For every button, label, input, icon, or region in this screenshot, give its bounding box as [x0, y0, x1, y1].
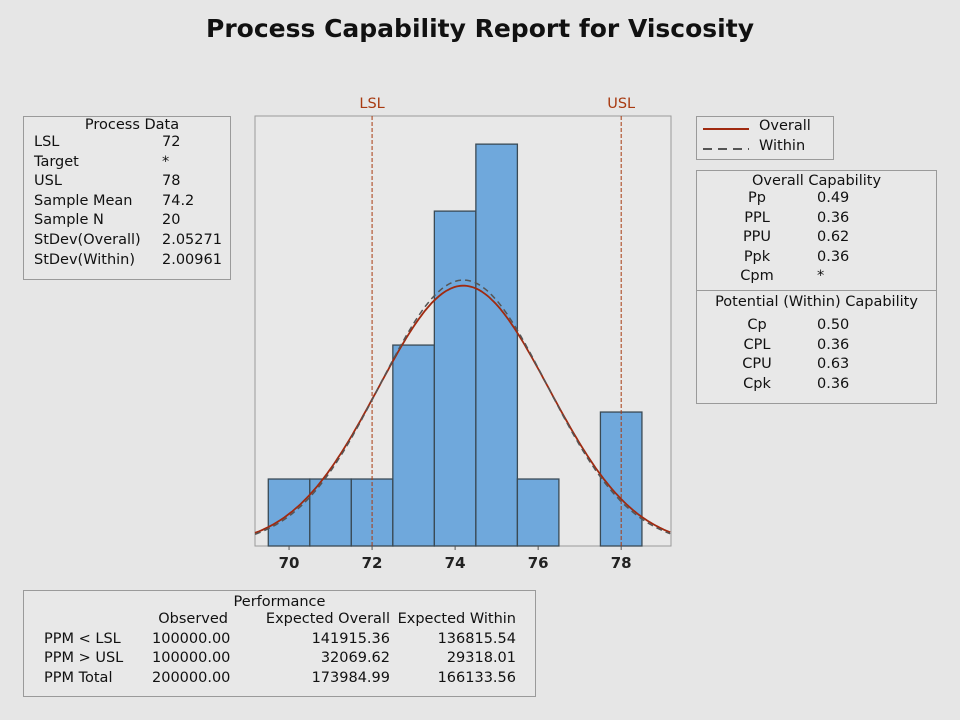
within-capability-header: Potential (Within) Capability [715, 293, 918, 310]
table-cell: StDev(Overall) [34, 231, 141, 248]
legend-overall: Overall [759, 118, 811, 134]
divider [697, 289, 936, 291]
table-cell: 100000.00 [152, 650, 231, 667]
table-row: PPM < LSL 100000.00 141915.36 136815.54 [24, 630, 535, 650]
table-cell: PPM > USL [44, 650, 124, 667]
table-cell: 0.36 [817, 336, 850, 353]
table-row: CPU 0.63 [697, 355, 936, 375]
column-header: Expected Within [397, 611, 516, 627]
table-row: Cp 0.50 [697, 316, 936, 336]
column-header: Observed [158, 611, 228, 627]
table-row: Target * [34, 153, 230, 173]
histogram-bar [433, 210, 477, 547]
table-cell: Target [34, 153, 79, 170]
table-row: Sample Mean 74.2 [34, 192, 230, 212]
chart-title: Process Capability Report for Viscosity [206, 14, 754, 43]
table-row: Ppk 0.36 [697, 248, 936, 268]
table-row: PPM > USL 100000.00 32069.62 29318.01 [24, 649, 535, 669]
performance-header: Performance [233, 594, 326, 610]
table-cell: 141915.36 [311, 630, 390, 647]
histogram-bar [475, 143, 519, 547]
table-cell: 200000.00 [152, 669, 231, 686]
table-cell: 0.63 [817, 356, 850, 373]
table-row: StDev(Within) 2.00961 [34, 251, 230, 271]
process-data-table: Process Data LSL 72 Target * USL 78 Sample Mea… [23, 116, 231, 280]
table-cell: Sample N [34, 212, 104, 229]
spec-label-usl: USL [607, 96, 635, 112]
table-cell: 20 [162, 212, 181, 229]
table-row: Sample N 20 [34, 211, 230, 231]
histogram-bar [267, 478, 311, 547]
process-data-header: Process Data [84, 117, 180, 133]
x-tick-label: 72 [362, 554, 383, 572]
legend: Overall Within [696, 116, 834, 160]
x-tick-label: 76 [528, 554, 549, 572]
table-cell: StDev(Within) [34, 251, 136, 268]
table-cell: 0.49 [817, 190, 850, 206]
table-cell: Pp [748, 190, 766, 206]
table-cell: 136815.54 [437, 630, 516, 647]
table-cell: 2.00961 [162, 251, 222, 268]
column-header [24, 610, 152, 630]
table-row: PPL 0.36 [697, 209, 936, 229]
x-tick-label: 74 [445, 554, 466, 572]
table-cell: Cpk [743, 375, 771, 392]
table-cell: 29318.01 [446, 650, 516, 667]
table-row: USL 78 [34, 172, 230, 192]
curve-overall [254, 284, 671, 534]
table-cell: PPM < LSL [44, 630, 121, 647]
table-cell: 78 [162, 173, 181, 190]
table-cell: PPL [744, 209, 770, 226]
x-tick-label: 78 [611, 554, 632, 572]
table-row: Cpm * [697, 267, 936, 287]
table-row: LSL 72 [34, 133, 230, 153]
table-cell: * [817, 268, 825, 285]
table-cell: LSL [34, 134, 60, 150]
table-cell: Sample Mean [34, 192, 133, 209]
table-cell: Ppk [743, 248, 771, 265]
table-cell: 72 [162, 134, 181, 150]
column-header: Expected Overall [265, 611, 390, 627]
table-cell: 0.36 [817, 209, 850, 226]
histogram-bar [392, 344, 436, 547]
histogram-bar [516, 478, 560, 547]
table-cell: CPU [742, 356, 772, 373]
table-cell: 0.50 [817, 316, 850, 333]
performance-table: Performance Observed Expected Overall Expe… [23, 590, 536, 697]
table-cell: 74.2 [162, 192, 195, 209]
table-header-row: Observed Expected Overall Expected Within [24, 610, 535, 630]
capability-table: Overall Capability Pp 0.49 PPL 0.36 PPU 0.62 P… [696, 170, 937, 404]
table-cell: 0.36 [817, 375, 850, 392]
table-cell: 100000.00 [152, 630, 231, 647]
table-cell: Cpm [740, 268, 774, 285]
histogram-bar [309, 478, 352, 547]
spec-label-lsl: LSL [359, 96, 384, 112]
table-cell: 0.62 [817, 229, 850, 246]
table-cell: CPL [743, 336, 771, 353]
table-row: Cpk 0.36 [697, 375, 936, 395]
table-cell: 32069.62 [320, 650, 390, 667]
table-row: PPU 0.62 [697, 228, 936, 248]
x-tick-label: 70 [279, 554, 300, 572]
table-cell: 173984.99 [311, 669, 390, 686]
overall-capability-header: Overall Capability [751, 173, 882, 189]
table-row: Pp 0.49 [697, 189, 936, 209]
table-cell: USL [34, 173, 62, 190]
table-cell: 2.05271 [162, 231, 222, 248]
table-row: CPL 0.36 [697, 336, 936, 356]
table-row: PPM Total 200000.00 173984.99 166133.56 [24, 669, 535, 689]
legend-within: Within [759, 138, 806, 154]
table-cell: 166133.56 [437, 669, 516, 686]
table-row: StDev(Overall) 2.05271 [34, 231, 230, 251]
table-cell: PPM Total [44, 669, 113, 686]
curve-within [254, 279, 671, 536]
table-cell: PPU [742, 229, 772, 246]
table-cell: 0.36 [817, 248, 850, 265]
table-cell: * [162, 153, 170, 170]
table-cell: Cp [747, 316, 767, 333]
